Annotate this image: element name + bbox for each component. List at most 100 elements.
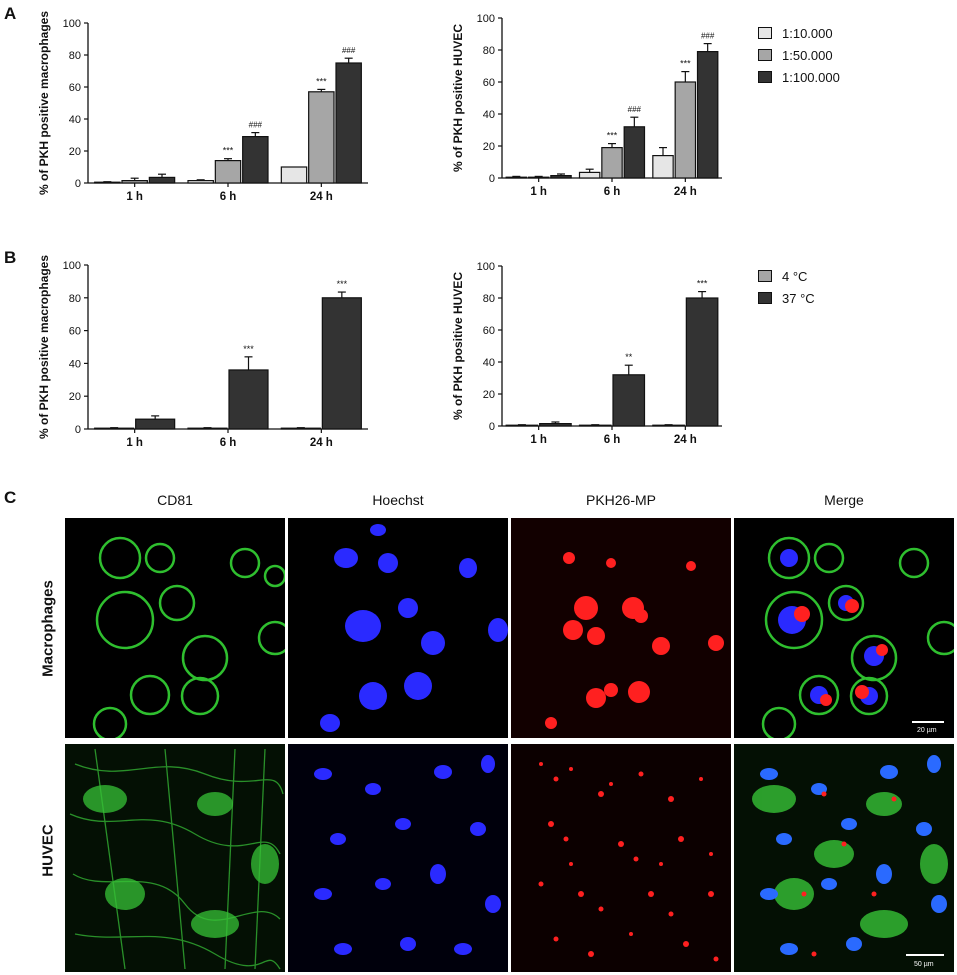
y-tick-label: 60 (69, 82, 81, 94)
scale-bar-label-macrophages: 20 µm (917, 727, 937, 734)
significance-label: *** (316, 76, 327, 86)
legend-swatch (758, 292, 772, 304)
chart-b-left: 0 20 40 60 80 100 % of PKH positive macrophage… (37, 255, 368, 449)
y-axis-label: % of PKH positive macrophages (37, 11, 51, 195)
bar (308, 91, 335, 184)
scale-bar-label-huvec: 50 µm (914, 961, 934, 968)
bar (612, 374, 646, 427)
bar (121, 180, 148, 184)
bar (280, 427, 321, 430)
column-title-merge: Merge (824, 492, 864, 508)
bar (578, 171, 601, 179)
significance-label: ### (628, 105, 642, 114)
image-huvec-cd81 (65, 744, 285, 972)
x-tick-label: 6 h (604, 186, 621, 198)
bar (505, 176, 528, 179)
y-tick-label: 80 (483, 293, 495, 305)
bar (187, 180, 214, 184)
y-tick-label: 40 (69, 114, 81, 126)
bar (652, 424, 685, 427)
y-tick-label: 100 (63, 18, 81, 30)
bar (652, 155, 674, 179)
significance-label: ### (342, 46, 356, 55)
x-tick-label: 1 h (126, 437, 143, 449)
y-tick-label: 0 (75, 424, 81, 436)
bar (578, 424, 612, 427)
bar (280, 166, 308, 184)
significance-label: *** (697, 279, 708, 289)
row-title-huvec: HUVEC (39, 824, 57, 877)
y-tick-label: 40 (483, 357, 495, 369)
legend-swatch (758, 71, 772, 83)
bar (550, 175, 572, 179)
x-tick-label: 1 h (530, 434, 547, 446)
significance-label: *** (680, 59, 691, 69)
bar (601, 147, 623, 179)
y-tick-label: 0 (489, 421, 495, 433)
bar (228, 369, 269, 430)
bar (539, 423, 572, 427)
bar (187, 427, 228, 430)
y-tick-label: 100 (477, 13, 495, 25)
bar (335, 62, 362, 184)
x-tick-label: 24 h (310, 437, 333, 449)
y-tick-label: 20 (69, 146, 81, 158)
chart-a-left: 0 20 40 60 80 100 % of PKH positive macrophage… (37, 11, 368, 203)
x-tick-label: 24 h (674, 434, 697, 446)
x-tick-label: 6 h (220, 437, 237, 449)
y-axis-label: % of PKH positive HUVEC (451, 272, 465, 420)
y-tick-label: 80 (483, 45, 495, 57)
y-tick-label: 60 (483, 77, 495, 89)
panel-letter-c: C (4, 488, 17, 507)
image-macrophages-merge: 20 µm (734, 518, 954, 738)
y-tick-label: 60 (483, 325, 495, 337)
y-tick-label: 100 (63, 260, 81, 272)
bar (321, 297, 362, 430)
y-tick-label: 20 (483, 141, 495, 153)
y-tick-label: 20 (483, 389, 495, 401)
row-title-macrophages: Macrophages (39, 580, 57, 677)
legend-item: 1:100.000 (758, 66, 840, 88)
image-huvec-hoechst (288, 744, 508, 972)
x-tick-label: 6 h (604, 434, 621, 446)
legend-swatch (758, 49, 772, 61)
y-axis-label: % of PKH positive HUVEC (451, 24, 465, 172)
image-macrophages-pkh26 (511, 518, 731, 738)
legend-item: 37 °C (758, 287, 815, 309)
y-tick-label: 40 (483, 109, 495, 121)
image-macrophages-cd81 (65, 518, 285, 738)
significance-label: *** (243, 344, 254, 354)
image-macrophages-hoechst (288, 518, 508, 738)
significance-label: ** (625, 352, 633, 362)
legend-a: 1:10.000 1:50.000 1:100.000 (758, 22, 840, 88)
x-tick-label: 6 h (220, 191, 237, 203)
bar (685, 297, 719, 427)
y-tick-label: 0 (75, 178, 81, 190)
legend-swatch (758, 270, 772, 282)
significance-label: ### (249, 121, 263, 130)
bar (148, 176, 176, 184)
y-tick-label: 80 (69, 293, 81, 305)
bar (505, 424, 539, 427)
y-axis-label: % of PKH positive macrophages (37, 255, 51, 439)
chart-a-right: 0 20 40 60 80 100 % of PKH positive HUVEC 1 h 6 … (451, 13, 722, 198)
x-tick-label: 1 h (530, 186, 547, 198)
x-tick-label: 24 h (310, 191, 333, 203)
bar (242, 136, 269, 184)
column-title-pkh26-mp: PKH26-MP (585, 492, 657, 508)
significance-label: *** (337, 279, 348, 289)
x-tick-label: 1 h (126, 191, 143, 203)
bar (696, 50, 719, 179)
legend-label: 37 °C (782, 290, 815, 306)
panel-letter-a: A (4, 4, 17, 23)
bar (674, 81, 697, 179)
legend-label: 4 °C (782, 268, 808, 284)
panel-letter-b: B (4, 248, 17, 267)
y-tick-label: 100 (477, 261, 495, 273)
legend-item: 1:50.000 (758, 44, 840, 66)
column-title-hoechst: Hoechst (372, 492, 424, 508)
legend-label: 1:100.000 (782, 69, 840, 85)
legend-swatch (758, 27, 772, 39)
legend-label: 1:10.000 (782, 25, 833, 41)
bar (214, 160, 242, 184)
